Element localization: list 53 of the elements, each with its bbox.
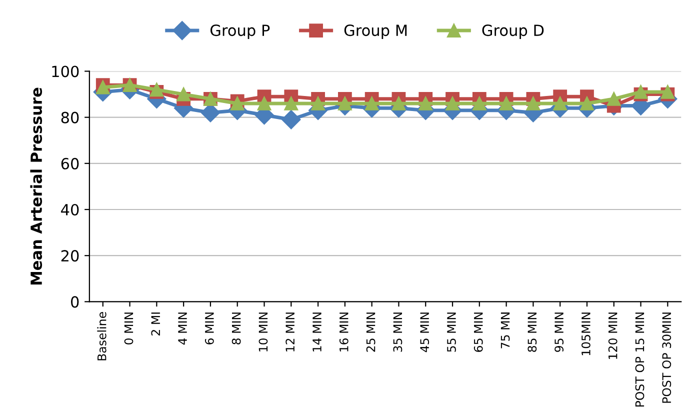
x-tick-label: 4 MIN xyxy=(178,312,187,345)
x-tick-label: 0 MIN xyxy=(124,312,134,344)
point xyxy=(338,96,352,110)
point xyxy=(553,96,568,110)
x-tick-label: 75 MN xyxy=(500,312,510,348)
x-tick-label: 55 MIN xyxy=(447,312,456,352)
y-tick-label: 80 xyxy=(61,112,79,124)
point xyxy=(176,87,191,102)
x-tick-label: 95 MIN xyxy=(554,312,564,352)
point xyxy=(392,96,406,110)
legend-label: Group P xyxy=(210,24,270,40)
y-tick-label: 20 xyxy=(61,250,79,262)
y-tick-label: 40 xyxy=(61,204,79,216)
point xyxy=(282,110,301,130)
y-tick-label: 100 xyxy=(52,66,79,78)
x-tick-label: 120 MIN xyxy=(608,312,618,359)
x-tick-label: 35 MIN xyxy=(393,312,402,352)
point xyxy=(472,96,486,110)
x-tick-label: 10 MIN xyxy=(258,312,268,352)
x-tick-label: 12 MIN xyxy=(286,312,294,352)
point xyxy=(230,96,244,110)
x-tick-label: 2 MI xyxy=(151,312,160,336)
x-tick-label: 16 MIN xyxy=(339,312,348,352)
x-tick-label: Baseline xyxy=(97,312,106,360)
point xyxy=(634,85,648,99)
point xyxy=(364,96,379,110)
point xyxy=(418,96,433,110)
point xyxy=(606,92,621,106)
point xyxy=(96,80,110,94)
x-tick-label: 14 MIN xyxy=(312,312,322,352)
y-axis-title: Mean Arterial Pressure xyxy=(30,88,42,284)
point xyxy=(580,96,594,110)
point xyxy=(284,96,298,110)
x-tick-label: 8 MIN xyxy=(232,312,241,344)
legend-label: Group M xyxy=(344,24,407,40)
x-tick-label: 6 MIN xyxy=(204,312,214,344)
x-tick-label: 65 MIN xyxy=(474,312,483,352)
x-tick-label: 85 MIN xyxy=(528,312,537,352)
point xyxy=(660,85,675,99)
x-tick-label: POST OP 30MIN xyxy=(662,312,672,403)
point xyxy=(257,96,272,110)
point xyxy=(446,96,460,110)
x-tick-label: POST OP 15 MIN xyxy=(635,312,644,407)
point xyxy=(311,96,325,110)
legend-label: Group D xyxy=(482,24,544,40)
point xyxy=(499,96,514,110)
x-tick-label: 25 MIN xyxy=(366,312,376,352)
x-tick-label: 105MIN xyxy=(581,312,590,356)
x-tick-label: 45 MIN xyxy=(420,312,430,352)
point xyxy=(150,82,164,97)
y-tick-label: 0 xyxy=(71,296,79,308)
y-tick-label: 60 xyxy=(61,158,79,170)
point xyxy=(526,96,540,110)
